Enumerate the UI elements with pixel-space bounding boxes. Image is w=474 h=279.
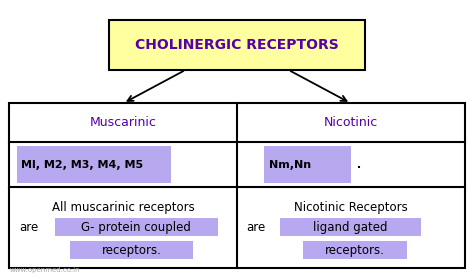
Text: Ml, M2, M3, M4, M5: Ml, M2, M3, M4, M5 [21,160,144,170]
Bar [280,218,421,236]
Text: ligand gated: ligand gated [313,221,387,234]
Text: CHOLINERGIC RECEPTORS: CHOLINERGIC RECEPTORS [135,38,339,52]
Text: Muscarinic: Muscarinic [90,116,157,129]
Text: are: are [246,221,266,234]
Text: .: . [353,160,361,170]
Bar [55,218,219,236]
Text: Nicotinic Receptors: Nicotinic Receptors [294,201,408,214]
Text: receptors.: receptors. [102,244,162,256]
Text: www.openmed.co.in: www.openmed.co.in [9,267,80,273]
Text: are: are [19,221,38,234]
Text: Nm,Nn: Nm,Nn [269,160,311,170]
Bar [109,20,365,70]
Bar [17,146,171,183]
Text: receptors.: receptors. [325,244,385,256]
Text: G- protein coupled: G- protein coupled [82,221,191,234]
Bar [302,241,407,259]
Text: Nicotinic: Nicotinic [324,116,378,129]
Bar [264,146,351,183]
Bar [70,241,193,259]
Text: All muscarinic receptors: All muscarinic receptors [52,201,195,214]
Bar [9,103,465,268]
